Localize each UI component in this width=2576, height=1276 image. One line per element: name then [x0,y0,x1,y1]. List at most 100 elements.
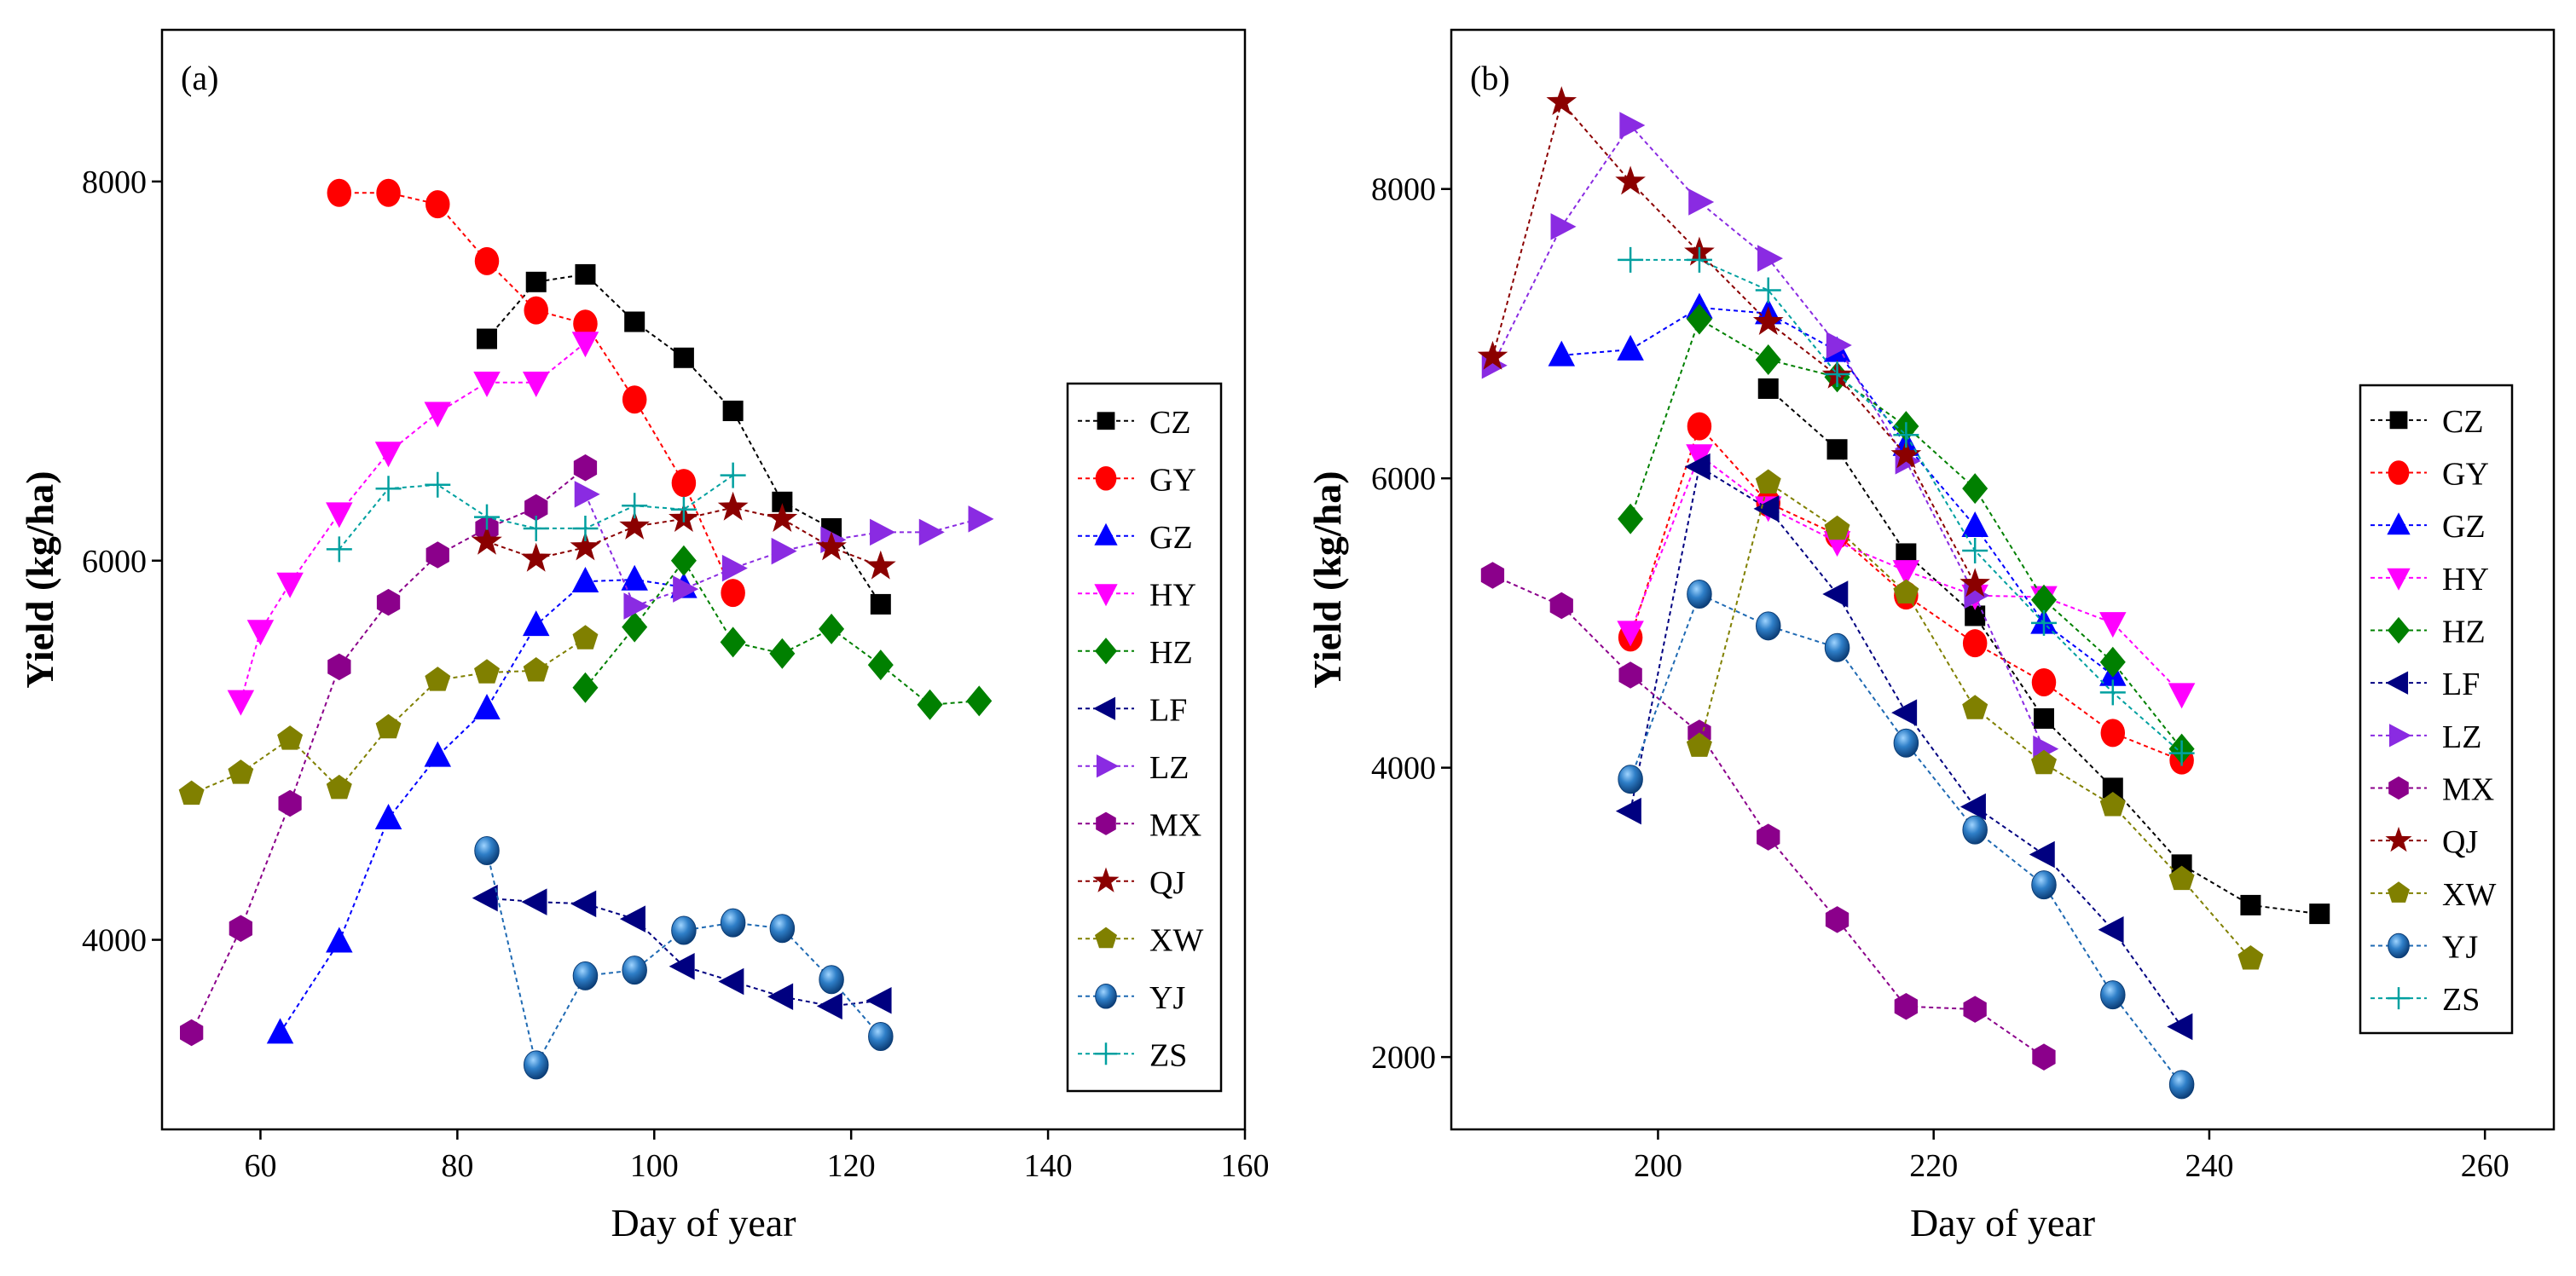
data-point-lz [1550,213,1577,240]
legend-item-hz: HZ [1078,635,1193,671]
series-hz [572,545,993,720]
series-line-gz [279,578,685,1034]
data-point-lf [1684,453,1711,481]
data-point-zs [2030,609,2057,636]
data-point-lz [574,481,600,508]
legend-label: XW [1149,922,1203,958]
legend-item-qj: QJ [2370,824,2478,860]
data-point-qj [1959,568,1990,598]
data-point-yj [1962,815,1988,845]
data-point-yj [2100,980,2126,1010]
data-point-hz [1686,303,1712,335]
data-point-gz [266,1018,294,1044]
legend-item-hy: HY [1078,577,1196,613]
data-point-lf [1615,797,1641,825]
series-qj [1477,86,1990,598]
legend-item-lf: LF [2370,667,2480,702]
data-point-xw [523,657,549,682]
series-line-mx [1492,574,2045,1058]
data-point-zs [622,493,648,519]
data-point-gy [1962,629,1988,658]
legend-item-lf: LF [1078,692,1187,728]
data-point-cz [673,347,694,368]
x-tick-label: 120 [827,1148,876,1184]
data-point-lz [1619,112,1646,139]
legend-item-gy: GY [2370,457,2489,493]
data-point-yj [868,1022,894,1052]
legend-marker-yj [2388,932,2410,959]
legend-label: LF [2442,667,2480,702]
data-point-gy [376,178,401,207]
data-point-xw [326,774,352,800]
data-point-mx [376,588,401,616]
x-tick-label: 60 [244,1148,276,1184]
data-point-lz [623,592,650,620]
data-point-cz [1826,439,1848,460]
y-tick-label: 6000 [82,544,147,580]
data-point-zs [474,504,500,530]
data-point-hz [2099,646,2126,678]
legend-label: HY [1149,577,1196,613]
data-point-xw [178,780,205,805]
legend-label: HY [2442,562,2489,598]
data-point-lf [865,987,892,1014]
legend-item-zs: ZS [1078,1037,1187,1073]
data-point-lz [870,518,896,546]
series-line-zs [1630,258,2183,754]
legend-marker-lz [2388,724,2411,748]
data-point-gy [327,178,352,207]
data-point-cz [722,401,744,422]
data-point-xw [2237,945,2264,970]
data-point-hz [720,626,746,658]
legend-item-xw: XW [1078,922,1203,958]
data-point-mx [1757,823,1780,851]
y-tick-label: 6000 [1371,461,1436,497]
data-point-qj [1890,439,1922,469]
data-point-mx [327,653,351,681]
data-point-qj [865,550,896,580]
legend-marker-gy [2388,460,2410,485]
data-point-gy [474,246,500,275]
data-point-zs [1962,538,1988,564]
legend-marker-zs [1095,1042,1117,1065]
data-point-zs [1824,361,1850,387]
x-axis-label: Day of year [611,1201,796,1244]
data-point-hy [1617,621,1644,647]
data-point-hz [1618,503,1644,534]
series-line-lz [1491,124,2045,750]
data-point-hy [276,572,304,598]
legend-label: MX [2442,772,2494,808]
legend-label: XW [2442,877,2496,913]
data-point-hz [819,613,845,644]
x-tick-label: 260 [2461,1148,2509,1184]
legend-item-hz: HZ [2370,615,2486,650]
data-point-hz [670,545,697,576]
data-point-lz [918,518,945,546]
data-point-zs [1618,246,1644,273]
data-point-hy [2168,683,2196,709]
data-point-lf [570,890,597,918]
data-point-yj [819,965,844,995]
data-point-zs [1755,277,1781,303]
series-yj [1618,579,2195,1100]
series-hz [1618,303,2195,765]
legend-marker-gz [1094,523,1118,546]
data-point-hz [572,672,599,703]
legend-marker-lf [1093,696,1116,720]
data-point-cz [477,328,497,349]
legend-item-lz: LZ [2370,719,2481,755]
data-point-gz [424,741,452,767]
series-line-mx [190,467,587,1034]
data-point-zs [572,515,599,541]
data-point-xw [228,759,254,784]
y-axis-label: Yield (kg/ha) [1305,471,1349,688]
series-zs [326,462,746,563]
data-point-zs [670,496,697,523]
data-point-mx [1549,592,1573,620]
legend-item-gy: GY [1078,462,1196,498]
data-point-qj [619,511,650,540]
data-point-qj [472,525,502,555]
chart-panel-b: (b) 200 220 240 260 2000 4000 6000 8000 Day of ye… [1305,28,2556,1244]
data-point-hz [1755,344,1781,375]
data-point-yj [1687,579,1712,609]
